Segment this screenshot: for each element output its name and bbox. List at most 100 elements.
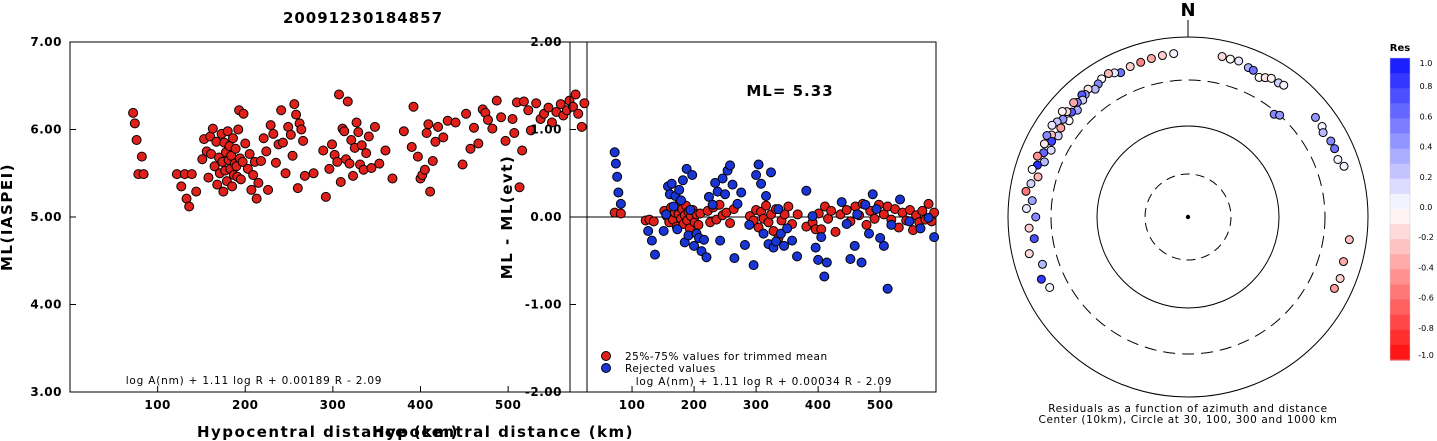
colorbar-tick-label: -0.2 xyxy=(1418,233,1434,242)
left-point-series-0 xyxy=(238,108,249,119)
left-point-series-0 xyxy=(251,193,262,204)
left-point-series-0 xyxy=(465,143,476,154)
left-point-series-0 xyxy=(427,156,438,166)
polar-point xyxy=(1056,123,1066,133)
middle-point-series-1 xyxy=(816,232,827,243)
middle-point-series-1 xyxy=(841,219,852,229)
middle-point-series-1 xyxy=(756,178,767,189)
x-axis-ticks-middle: 100 200 300 400 500 xyxy=(619,386,893,412)
colorbar-title: Res xyxy=(1390,43,1410,54)
middle-point-series-1 xyxy=(845,254,856,264)
left-point-series-0 xyxy=(186,169,197,180)
left-point-series-0 xyxy=(299,170,310,181)
left-point-series-0 xyxy=(270,157,281,168)
left-point-series-0 xyxy=(280,168,291,179)
middle-x-tick-label: 100 xyxy=(619,398,646,412)
left-point-series-0 xyxy=(131,135,142,145)
left-point-series-0 xyxy=(292,183,303,194)
left-point-series-0 xyxy=(138,169,149,180)
polar-point xyxy=(1344,235,1354,245)
left-point-series-0 xyxy=(237,156,248,167)
middle-point-series-1 xyxy=(807,211,818,222)
left-point-series-0 xyxy=(517,145,528,156)
polar-point xyxy=(1169,49,1179,59)
middle-point-series-1 xyxy=(895,194,906,205)
polar-point xyxy=(1031,212,1041,222)
formula-middle: log A(nm) + 1.11 log R + 0.00034 R - 2.0… xyxy=(636,376,893,388)
middle-point-series-1 xyxy=(860,199,871,210)
left-point-series-0 xyxy=(335,177,346,187)
left-point-series-0 xyxy=(230,143,241,154)
polar-point xyxy=(1103,69,1113,79)
middle-point-series-1 xyxy=(923,212,934,223)
left-point-series-0 xyxy=(218,186,229,197)
data-points-middle xyxy=(609,147,940,294)
polar-caption-line2: Center (10km), Circle at 30, 100, 300 an… xyxy=(1039,414,1338,426)
polar-point xyxy=(1039,139,1049,149)
middle-point-series-1 xyxy=(725,160,736,171)
left-point-series-0 xyxy=(573,108,584,119)
residual-colorbar: Res 1.0 0.8 0.6 0.4 0.2 0.0 -0.2 -0.4 -0.6 -0.8 -1… xyxy=(1389,43,1434,361)
middle-point-series-1 xyxy=(658,226,669,236)
left-point-series-0 xyxy=(203,172,214,183)
left-point-series-0 xyxy=(496,112,507,123)
left-point-series-0 xyxy=(197,154,208,165)
left-point-series-0 xyxy=(344,158,355,169)
chart-residual-vs-distance: -2.00 -1.00 0.00 1.00 2.00 100 200 300 400 500 M… xyxy=(372,35,940,441)
middle-point-series-1 xyxy=(613,187,624,198)
left-point-series-0 xyxy=(253,177,264,188)
middle-point-series-1 xyxy=(715,235,726,246)
colorbar-cell xyxy=(1390,133,1410,150)
middle-point-series-1 xyxy=(676,195,687,206)
polar-point xyxy=(1021,204,1031,214)
middle-point-series-1 xyxy=(701,252,712,263)
left-point-series-0 xyxy=(473,138,484,149)
polar-point xyxy=(1318,128,1328,138)
colorbar-cell xyxy=(1390,73,1410,89)
left-point-series-0 xyxy=(421,128,432,138)
left-point-series-0 xyxy=(351,117,362,128)
middle-point-series-1 xyxy=(668,201,679,212)
polar-point xyxy=(1046,145,1056,155)
middle-point-series-1 xyxy=(864,228,875,239)
left-point-series-0 xyxy=(235,174,246,185)
middle-point-series-1 xyxy=(821,257,832,268)
left-point-series-0 xyxy=(543,102,554,113)
colorbar-tick-label: 0.2 xyxy=(1420,173,1433,182)
left-point-series-0 xyxy=(419,164,430,175)
middle-point-series-1 xyxy=(661,209,672,220)
left-point-series-0 xyxy=(523,105,534,116)
left-point-series-0 xyxy=(380,145,391,156)
polar-point xyxy=(1266,73,1276,83)
middle-point-series-1 xyxy=(736,187,747,198)
y-axis-label-middle: ML - ML(evt) xyxy=(498,155,516,279)
left-point-series-0 xyxy=(277,137,288,148)
middle-point-series-0 xyxy=(725,218,736,229)
middle-point-series-1 xyxy=(929,232,940,243)
left-point-series-0 xyxy=(366,163,377,173)
left-point-series-0 xyxy=(318,145,329,156)
left-point-series-0 xyxy=(212,179,223,190)
left-x-tick-label: 100 xyxy=(144,398,171,412)
middle-point-series-1 xyxy=(732,198,743,209)
middle-point-series-1 xyxy=(753,159,764,170)
middle-point-series-0 xyxy=(869,213,880,224)
middle-point-series-0 xyxy=(917,205,928,216)
middle-point-series-1 xyxy=(685,205,696,215)
left-point-series-0 xyxy=(263,184,274,195)
middle-y-tick-label: 1.00 xyxy=(530,123,562,137)
polar-point xyxy=(1057,107,1067,117)
middle-point-series-1 xyxy=(761,191,772,201)
middle-point-series-1 xyxy=(643,226,654,236)
middle-point-series-1 xyxy=(674,184,685,195)
middle-point-series-1 xyxy=(773,204,784,215)
polar-point xyxy=(1234,56,1244,66)
colorbar-cell xyxy=(1390,58,1410,74)
left-point-series-0 xyxy=(507,114,518,124)
middle-point-series-1 xyxy=(915,223,926,234)
left-point-series-0 xyxy=(500,135,511,146)
left-point-series-0 xyxy=(128,107,139,118)
left-point-series-0 xyxy=(423,119,434,130)
middle-y-tick-label: -1.00 xyxy=(525,298,562,312)
